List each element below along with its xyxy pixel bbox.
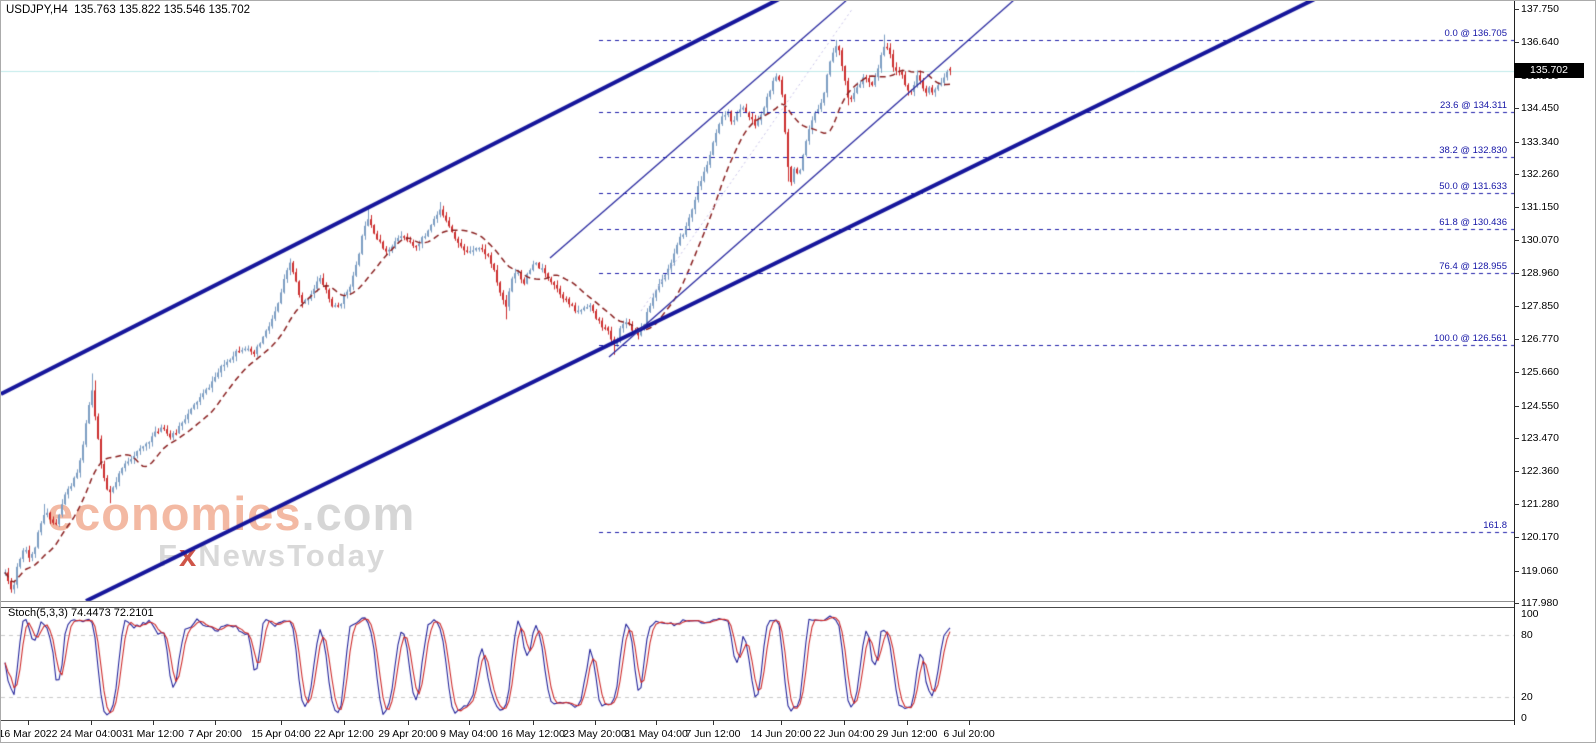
price-axis-label: 120.170 bbox=[1521, 531, 1559, 544]
price-axis-tick bbox=[1514, 504, 1519, 505]
stochastic-scale-label: 80 bbox=[1521, 628, 1533, 641]
time-axis-label: 16 Mar 2022 bbox=[0, 728, 58, 740]
price-axis-tick bbox=[1514, 438, 1519, 439]
time-axis-label: 9 May 04:00 bbox=[440, 728, 498, 740]
price-axis-tick bbox=[1514, 406, 1519, 407]
price-axis-tick bbox=[1514, 372, 1519, 373]
fibonacci-level-label: 0.0 @ 136.705 bbox=[1444, 28, 1507, 40]
time-axis-tick bbox=[713, 720, 714, 725]
fibonacci-level-label: 161.8 bbox=[1483, 519, 1507, 531]
price-axis-tick bbox=[1514, 306, 1519, 307]
time-axis-label: 22 Apr 12:00 bbox=[314, 728, 374, 740]
time-axis-label: 7 Apr 20:00 bbox=[188, 728, 242, 740]
price-axis-label: 132.260 bbox=[1521, 167, 1559, 180]
price-axis-label: 117.980 bbox=[1521, 597, 1559, 610]
time-axis-tick bbox=[969, 720, 970, 725]
time-axis-tick bbox=[844, 720, 845, 725]
time-axis-tick bbox=[533, 720, 534, 725]
time-axis-label: 23 May 20:00 bbox=[563, 728, 627, 740]
stochastic-scale-label: 20 bbox=[1521, 691, 1533, 704]
price-axis-label: 125.660 bbox=[1521, 366, 1559, 379]
time-axis-tick bbox=[215, 720, 216, 725]
indicator-pane-bottom-border bbox=[1, 720, 1514, 721]
price-axis-label: 124.550 bbox=[1521, 399, 1559, 412]
time-axis-tick bbox=[91, 720, 92, 725]
indicator-pane-top-border bbox=[1, 607, 1514, 608]
price-axis-label: 127.850 bbox=[1521, 300, 1559, 313]
fibonacci-level-label: 50.0 @ 131.633 bbox=[1439, 180, 1507, 192]
price-axis-tick bbox=[1514, 603, 1519, 604]
time-axis-label: 22 Jun 04:00 bbox=[813, 728, 875, 740]
price-axis-label: 122.360 bbox=[1521, 465, 1559, 478]
time-axis-tick bbox=[656, 720, 657, 725]
price-axis-label: 126.770 bbox=[1521, 332, 1559, 345]
price-axis-tick bbox=[1514, 273, 1519, 274]
price-axis-tick bbox=[1514, 207, 1519, 208]
time-axis-tick bbox=[281, 720, 282, 725]
price-axis-label: 134.450 bbox=[1521, 102, 1559, 115]
price-axis-tick bbox=[1514, 471, 1519, 472]
time-axis-label: 7 Jun 12:00 bbox=[685, 728, 741, 740]
price-chart-canvas[interactable] bbox=[1, 1, 1514, 720]
time-axis-tick bbox=[469, 720, 470, 725]
symbol-title: USDJPY,H4 135.763 135.822 135.546 135.70… bbox=[6, 4, 251, 16]
price-axis-label: 123.470 bbox=[1521, 432, 1559, 445]
time-axis-tick bbox=[344, 720, 345, 725]
price-axis-label: 137.750 bbox=[1521, 3, 1559, 15]
price-axis-tick bbox=[1514, 42, 1519, 43]
price-axis-label: 133.340 bbox=[1521, 135, 1559, 148]
price-axis-tick bbox=[1514, 9, 1519, 10]
price-axis-tick bbox=[1514, 339, 1519, 340]
time-axis-tick bbox=[408, 720, 409, 725]
fibonacci-level-label: 23.6 @ 134.311 bbox=[1439, 100, 1507, 112]
stochastic-scale-label: 0 bbox=[1521, 712, 1527, 724]
price-axis-label: 136.640 bbox=[1521, 36, 1559, 49]
price-axis-label: 128.960 bbox=[1521, 267, 1559, 280]
price-axis-border bbox=[1514, 1, 1515, 725]
price-axis-label: 121.280 bbox=[1521, 497, 1559, 510]
time-axis-label: 15 Apr 04:00 bbox=[251, 728, 311, 740]
time-axis-tick bbox=[153, 720, 154, 725]
time-axis-tick bbox=[907, 720, 908, 725]
price-axis-label: 130.070 bbox=[1521, 233, 1559, 246]
price-axis-tick bbox=[1514, 142, 1519, 143]
price-axis-tick bbox=[1514, 108, 1519, 109]
time-axis-label: 6 Jul 20:00 bbox=[943, 728, 995, 740]
price-axis-tick bbox=[1514, 174, 1519, 175]
time-axis-label: 31 May 04:00 bbox=[624, 728, 688, 740]
time-axis-label: 16 May 12:00 bbox=[501, 728, 565, 740]
time-axis-label: 29 Jun 12:00 bbox=[876, 728, 938, 740]
price-axis-label: 119.060 bbox=[1521, 564, 1559, 577]
time-axis-tick bbox=[781, 720, 782, 725]
time-axis-tick bbox=[595, 720, 596, 725]
current-price-badge: 135.702 bbox=[1514, 63, 1584, 78]
fibonacci-level-label: 61.8 @ 130.436 bbox=[1439, 216, 1507, 228]
price-axis-label: 131.150 bbox=[1521, 201, 1559, 214]
pane-separator[interactable] bbox=[1, 601, 1514, 602]
time-axis-label: 29 Apr 20:00 bbox=[378, 728, 438, 740]
fibonacci-level-label: 76.4 @ 128.955 bbox=[1439, 261, 1507, 273]
fibonacci-level-label: 38.2 @ 132.830 bbox=[1439, 144, 1507, 156]
stochastic-indicator-label: Stoch(5,3,3) 74.4473 72.2101 bbox=[8, 607, 154, 619]
price-axis-tick bbox=[1514, 537, 1519, 538]
time-axis-label: 24 Mar 04:00 bbox=[60, 728, 122, 740]
price-axis-tick bbox=[1514, 571, 1519, 572]
time-axis-label: 14 Jun 20:00 bbox=[750, 728, 812, 740]
time-axis-label: 31 Mar 12:00 bbox=[122, 728, 184, 740]
price-axis-tick bbox=[1514, 240, 1519, 241]
fibonacci-level-label: 100.0 @ 126.561 bbox=[1433, 333, 1507, 345]
stochastic-scale-label: 100 bbox=[1521, 608, 1539, 620]
time-axis-tick bbox=[28, 720, 29, 725]
